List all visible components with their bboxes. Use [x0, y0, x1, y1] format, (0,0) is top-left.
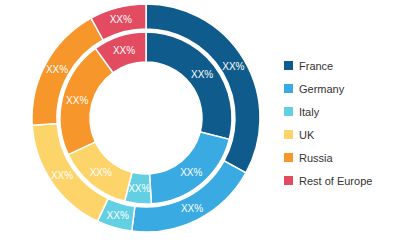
data-label: XX%	[181, 203, 203, 214]
chart-svg: XX% XX% XX% XX% XX% XX% XX% XX% XX% XX% XX% XX% Fran…	[0, 0, 406, 251]
data-label: XX%	[110, 14, 132, 25]
legend-label: Russia	[299, 152, 334, 164]
legend-swatch	[284, 153, 293, 162]
donut-slice	[150, 132, 230, 204]
legend-swatch	[284, 84, 293, 93]
legend-label: UK	[299, 129, 315, 141]
legend-label: Germany	[299, 83, 345, 95]
legend-swatch	[284, 176, 293, 185]
legend-swatch	[284, 107, 293, 116]
data-label: XX%	[180, 167, 202, 178]
legend-label: France	[299, 60, 333, 72]
legend-swatch	[284, 130, 293, 139]
legend: France Germany Italy UK Russia Rest of Europe	[284, 60, 372, 187]
legend-label: Italy	[299, 106, 320, 118]
data-label: XX%	[46, 64, 68, 75]
data-label: XX%	[90, 167, 112, 178]
data-label: XX%	[66, 95, 88, 106]
data-label: XX%	[222, 61, 244, 72]
data-label: XX%	[107, 210, 129, 221]
data-label: XX%	[191, 69, 213, 80]
data-labels: XX% XX% XX% XX% XX% XX% XX% XX% XX% XX% XX% XX%	[46, 14, 245, 221]
donut-slice	[95, 32, 146, 73]
data-label: XX%	[113, 45, 135, 56]
legend-label: Rest of Europe	[299, 175, 372, 187]
slices	[32, 4, 260, 232]
chart-container: XX% XX% XX% XX% XX% XX% XX% XX% XX% XX% XX% XX% Fran…	[0, 0, 406, 251]
legend-swatch	[284, 61, 293, 70]
donut-slice	[146, 32, 232, 139]
data-label: XX%	[51, 170, 73, 181]
data-label: XX%	[128, 183, 150, 194]
